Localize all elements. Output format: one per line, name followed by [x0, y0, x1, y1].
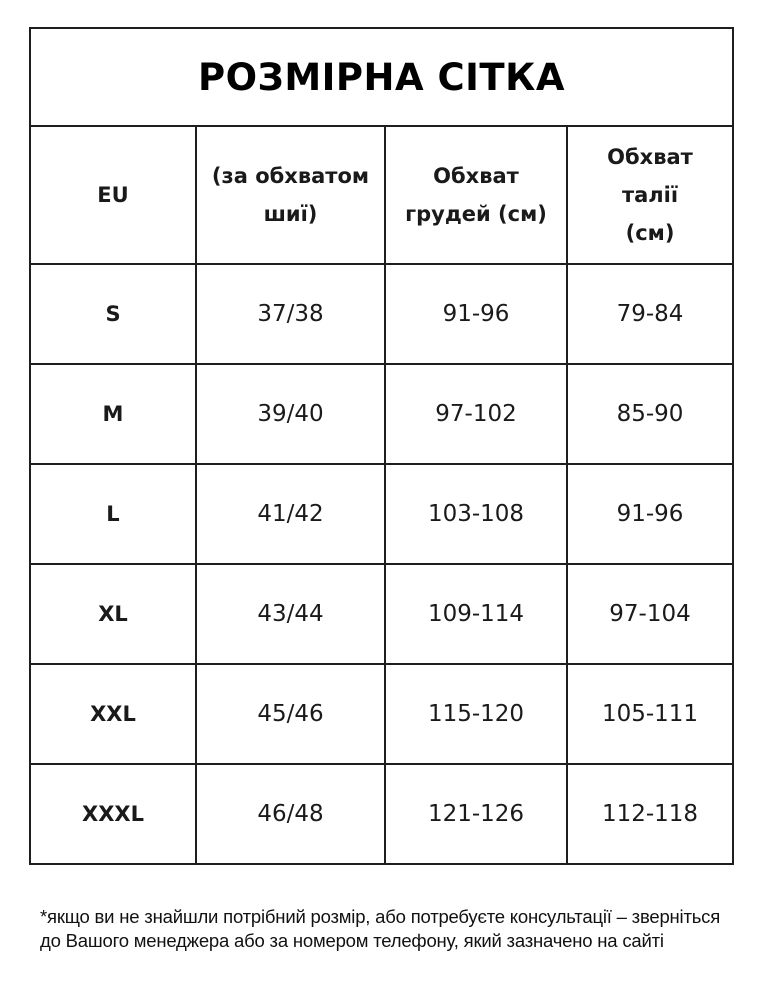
header-row: EU (за обхватом шиї) Обхват грудей (см) … [29, 125, 735, 265]
cell-neck: 39/40 [195, 363, 386, 465]
table-row: M 39/40 97-102 85-90 [29, 363, 735, 465]
cell-size: S [29, 263, 197, 365]
cell-neck: 43/44 [195, 563, 386, 665]
cell-waist: 85-90 [565, 363, 735, 465]
footnote: *якщо ви не знайшли потрібний розмір, аб… [40, 906, 721, 951]
table-row: XXXL 46/48 121-126 112-118 [29, 763, 735, 865]
cell-size: XXXL [29, 763, 197, 865]
table-row: S 37/38 91-96 79-84 [29, 263, 735, 365]
cell-chest: 109-114 [384, 563, 568, 665]
table-row: XXL 45/46 115-120 105-111 [29, 663, 735, 765]
size-chart: РОЗМІРНА СІТКА EU (за обхватом шиї) Обхв… [28, 27, 735, 865]
cell-neck: 41/42 [195, 463, 386, 565]
column-header-chest: Обхват грудей (см) [384, 125, 568, 265]
cell-waist: 105-111 [565, 663, 735, 765]
table-row: L 41/42 103-108 91-96 [29, 463, 735, 565]
table-row: XL 43/44 109-114 97-104 [29, 563, 735, 665]
cell-chest: 121-126 [384, 763, 568, 865]
cell-waist: 97-104 [565, 563, 735, 665]
cell-size: XXL [29, 663, 197, 765]
cell-size: XL [29, 563, 197, 665]
cell-neck: 46/48 [195, 763, 386, 865]
column-header-waist: Обхват талії (см) [565, 125, 735, 265]
cell-neck: 37/38 [195, 263, 386, 365]
cell-neck: 45/46 [195, 663, 386, 765]
column-header-eu: EU [29, 125, 197, 265]
cell-waist: 79-84 [565, 263, 735, 365]
size-table: РОЗМІРНА СІТКА EU (за обхватом шиї) Обхв… [28, 27, 735, 865]
cell-waist: 91-96 [565, 463, 735, 565]
cell-chest: 103-108 [384, 463, 568, 565]
cell-size: L [29, 463, 197, 565]
cell-waist: 112-118 [565, 763, 735, 865]
cell-chest: 91-96 [384, 263, 568, 365]
table-title: РОЗМІРНА СІТКА [28, 27, 735, 127]
cell-chest: 97-102 [384, 363, 568, 465]
cell-chest: 115-120 [384, 663, 568, 765]
column-header-neck: (за обхватом шиї) [195, 125, 386, 265]
cell-size: M [29, 363, 197, 465]
